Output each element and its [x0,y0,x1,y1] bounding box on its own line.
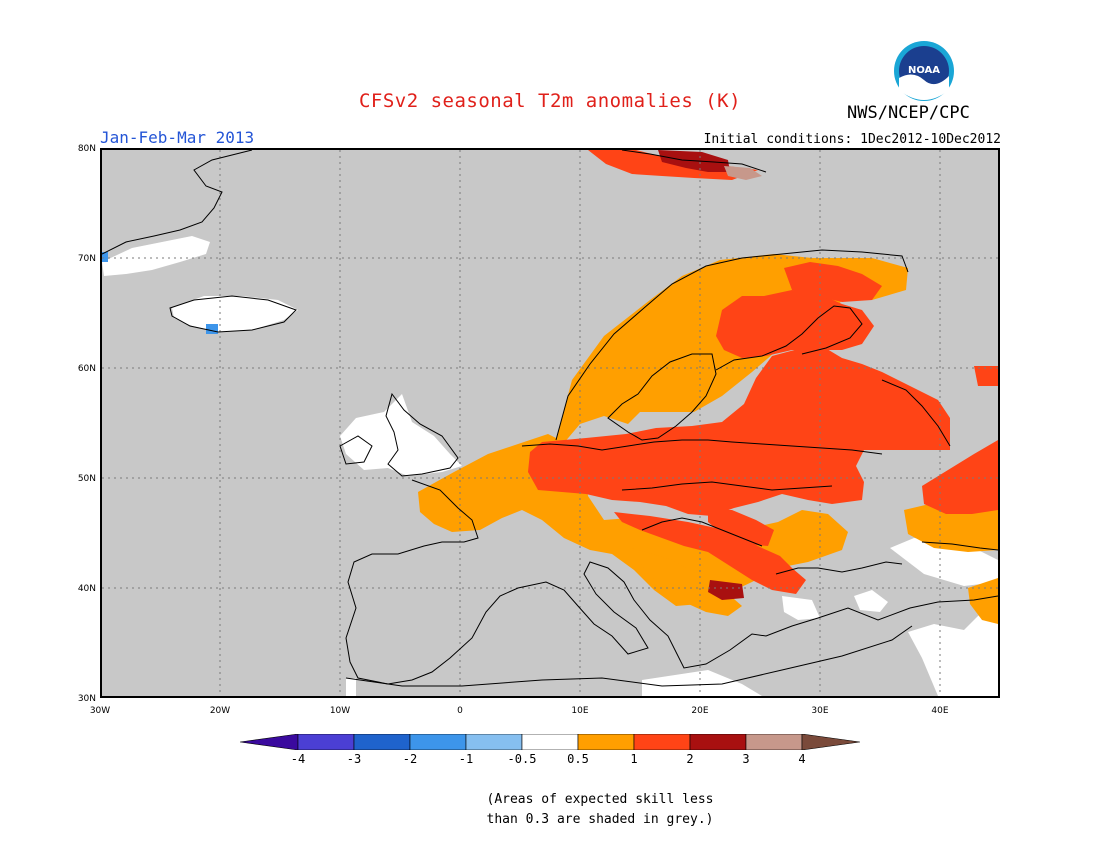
skill-note-line-2: than 0.3 are shaded in grey.) [486,812,714,827]
anomaly-map [100,148,1000,698]
colorbar-label: -0.5 [507,752,537,766]
colorbar-segment [745,733,803,751]
lat-label-70n: 70N [77,254,96,264]
lon-label-30w: 30W [89,706,111,716]
lon-label-10e: 10E [571,706,589,716]
lat-label-40n: 40N [77,584,96,594]
anomaly-3-to-4 [724,166,762,180]
lon-label-40e: 40E [931,706,949,716]
noaa-logo-icon: NOAA [893,40,955,102]
lon-label-20e: 20E [691,706,709,716]
skill-note-line-1: (Areas of expected skill less [486,792,714,807]
colorbar-label: -1 [458,752,474,766]
initial-conditions-label: Initial conditions: 1Dec2012-10Dec2012 [703,132,1001,147]
colorbar-segment [297,733,355,751]
colorbar-segment [577,733,635,751]
lon-label-30e: 30E [811,706,829,716]
anomaly-1-to-2 [528,150,998,594]
colorbar-segment [465,733,523,751]
svg-text:NOAA: NOAA [908,65,940,76]
map-svg [102,150,998,696]
lon-label-0: 0 [457,706,463,716]
colorbar-label: -4 [290,752,306,766]
lat-label-30n: 30N [77,694,96,704]
colorbar-arrow-high [801,733,861,751]
colorbar [239,733,861,754]
colorbar-segment [633,733,691,751]
colorbar-label: 0.5 [567,752,589,766]
agency-label: NWS/NCEP/CPC [847,103,970,123]
colorbar-segment [689,733,747,751]
lat-label-60n: 60N [77,364,96,374]
colorbar-label: -2 [402,752,418,766]
colorbar-svg [239,733,861,751]
colorbar-segment [521,733,579,751]
colorbar-segment [353,733,411,751]
lat-label-50n: 50N [77,474,96,484]
chart-title: CFSv2 seasonal T2m anomalies (K) [358,90,742,112]
lon-label-20w: 20W [209,706,231,716]
colorbar-label: 4 [798,752,806,766]
colorbar-segment [409,733,467,751]
colorbar-label: 1 [630,752,638,766]
graticule [102,150,998,696]
season-label: Jan-Feb-Mar 2013 [100,128,255,147]
near-normal-areas [102,236,998,696]
colorbar-label: 2 [686,752,694,766]
coastlines [102,150,998,687]
lon-label-10w: 10W [329,706,351,716]
anomaly-minus-1-to-minus-0.5 [102,252,218,334]
colorbar-label: 3 [742,752,750,766]
colorbar-arrow-low [239,733,299,751]
colorbar-label: -3 [346,752,362,766]
lat-label-80n: 80N [77,144,96,154]
